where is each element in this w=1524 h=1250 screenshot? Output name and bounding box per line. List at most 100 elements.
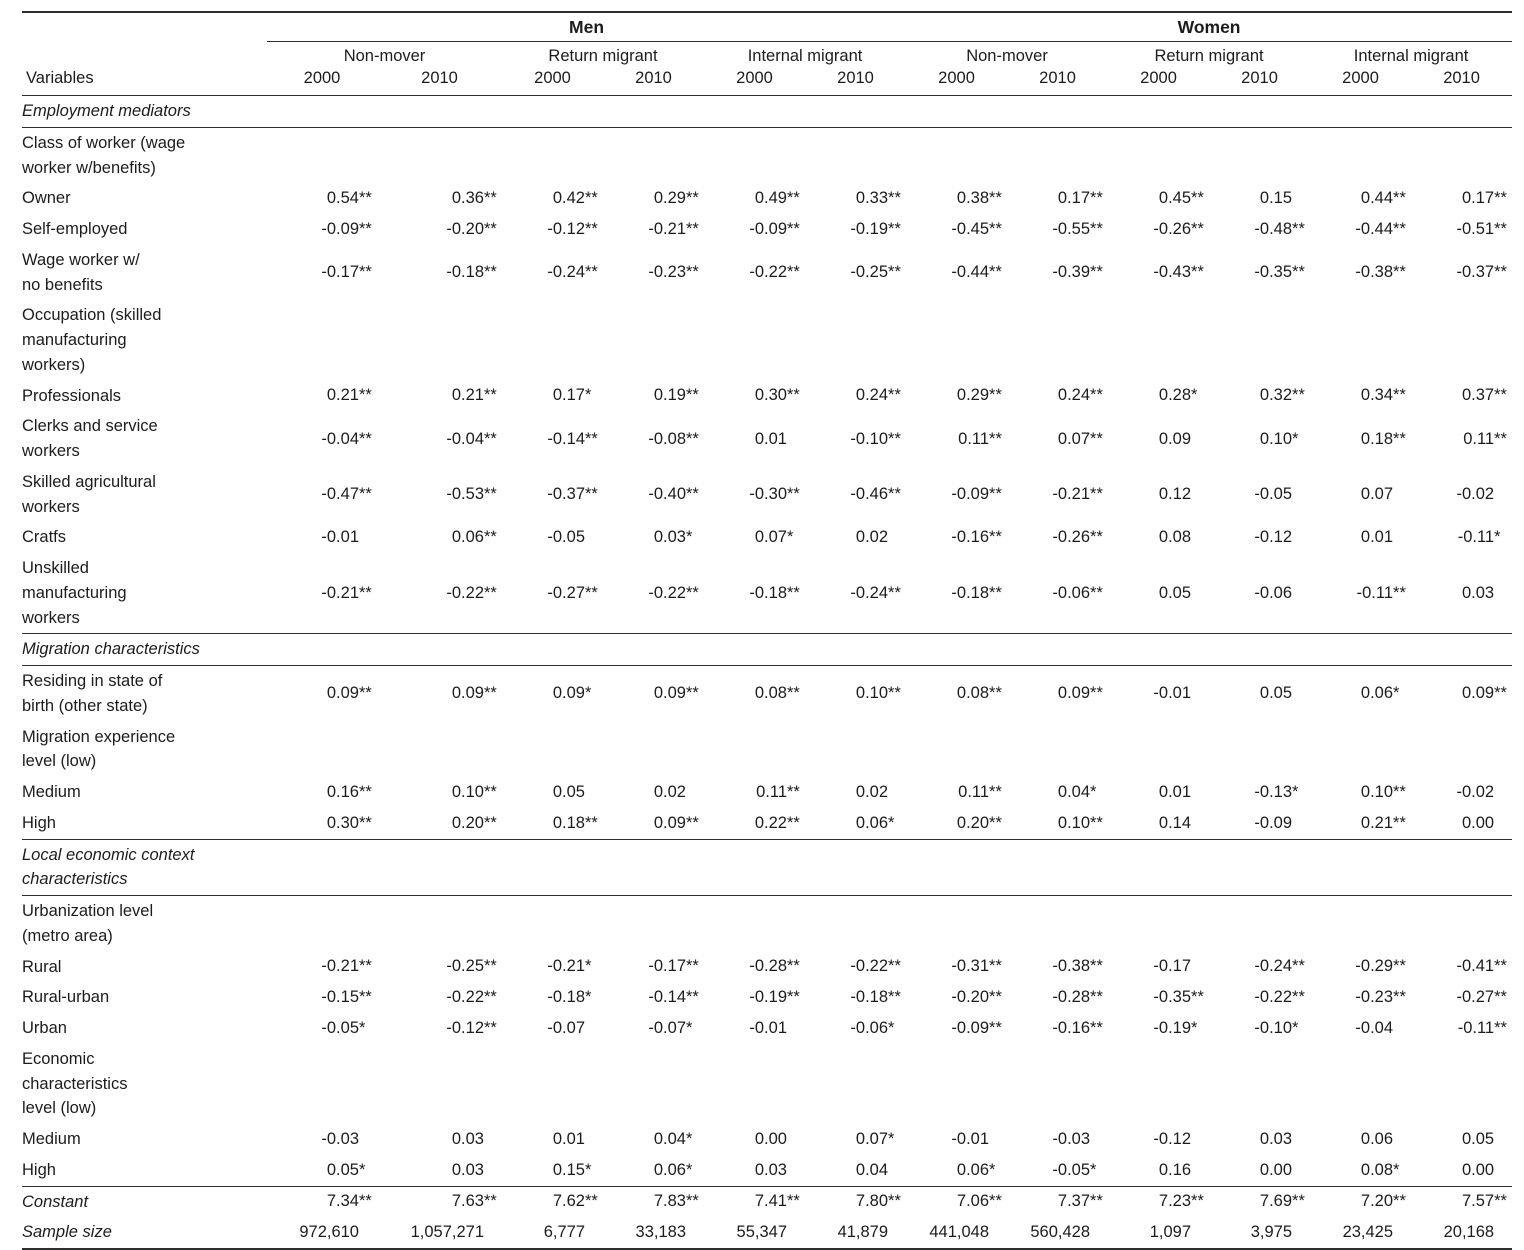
value-cell: -0.21** [267,952,377,983]
value-cell: -0.07* [603,1013,704,1044]
value-number: 3,975 [1250,1223,1293,1242]
value-cell: 0.06** [377,522,502,553]
value-cell: 0.09** [603,808,704,839]
value-number: -0.22 [648,583,686,602]
variable-row: Residing in state of birth (other state)… [22,666,1512,722]
value-number: 0.09 [1461,684,1495,703]
value-cell: -0.12 [1108,1124,1209,1155]
value-number: -0.47 [321,485,359,503]
significance-stars: ** [787,684,800,703]
value-cell: 0.03 [1209,1124,1310,1155]
value-number: 0.00 [1461,1160,1495,1179]
value-number: 0.36 [451,189,484,208]
value-number: -0.19 [850,219,889,238]
value-number: -0.21 [648,219,686,238]
significance-stars: ** [888,583,901,602]
value-number: -0.01 [951,1129,990,1148]
value-number: 7.37 [1057,1192,1091,1211]
value-cell: -0.24** [1209,952,1310,983]
significance-stars: ** [1292,263,1305,281]
significance-stars: ** [888,189,901,208]
value-cell: 0.10** [805,666,906,722]
value-number: -0.28 [1052,988,1091,1007]
value-number: -0.45 [951,219,990,238]
value-number: 0.01 [1360,528,1394,547]
value-number: 0.01 [754,429,787,448]
value-cell: -0.51** [1411,214,1512,245]
significance-stars: ** [1191,263,1204,281]
value-cell: 0.17* [502,381,603,412]
row-label: Employment mediators [22,95,267,128]
value-number: 0.45 [1158,189,1192,208]
value-cell: 0.09** [377,666,502,722]
value-number: -0.01 [749,1018,787,1037]
significance-stars: ** [585,263,598,281]
value-number: -0.55 [1052,219,1091,238]
value-cell: 0.10** [1310,777,1411,808]
significance-stars: ** [989,782,1002,801]
value-cell: 7.20** [1310,1185,1412,1218]
value-cell: -0.16** [1007,1013,1108,1044]
significance-stars: ** [484,485,497,503]
value-number: 7.62 [552,1192,585,1211]
value-cell: 0.06 [1310,1124,1411,1155]
value-number: -0.24 [547,263,585,281]
value-number: 7.06 [956,1192,990,1211]
value-cell: 0.02 [603,777,704,808]
value-cell: -0.05 [1209,467,1310,523]
value-cell: 0.06* [1310,666,1411,722]
value-number: 7.83 [653,1192,686,1211]
value-number: -0.51 [1456,219,1495,238]
value-number: 0.11 [958,782,990,801]
year-header: 2000 [1140,69,1177,87]
value-cell: -0.08** [603,411,704,467]
significance-stars: ** [989,219,1002,238]
year-header: 2010 [1039,69,1076,87]
value-number: -0.09 [749,219,787,238]
significance-stars: * [1494,528,1501,547]
value-cell: -0.24** [502,245,603,301]
year-header: 2010 [635,69,672,87]
row-label: Rural-urban [22,988,110,1007]
significance-stars: * [1292,782,1299,801]
significance-stars: ** [787,988,800,1007]
value-number: 0.29 [956,386,990,405]
value-cell: 0.09** [1007,666,1108,722]
value-cell: -0.19** [704,982,805,1013]
variable-row: Cratfs -0.01 0.06** -0.05 0.03* 0.07* 0.02 -0.1… [22,522,1512,553]
value-number: 0.21 [451,386,484,405]
significance-stars: ** [359,429,372,448]
year-header: 2000 [938,69,975,87]
value-number: -0.43 [1153,263,1192,281]
empty-cells [267,896,1512,952]
significance-stars: ** [989,528,1002,547]
value-cell: 0.29** [603,183,704,214]
year-header: 2010 [1443,69,1480,87]
significance-stars: ** [1191,219,1204,238]
significance-stars: ** [1292,988,1305,1007]
section-row: Local economic context characteristics [22,838,1513,896]
significance-stars: ** [1292,219,1305,238]
value-number: -0.04 [1355,1018,1394,1037]
significance-stars: * [585,957,592,976]
row-label: Rural [22,957,62,976]
value-number: 0.24 [855,386,889,405]
value-cell: 0.21** [377,381,502,412]
value-number: -0.05 [547,528,585,547]
value-number: 0.00 [754,1129,787,1148]
significance-stars: * [686,528,693,547]
value-number: -0.35 [1153,988,1192,1007]
value-cell: -0.01 [267,522,377,553]
significance-stars: ** [787,485,800,503]
value-cell: 41,879 [805,1217,907,1250]
value-number: 0.05 [1461,1129,1495,1148]
value-number: -0.19 [1153,1018,1192,1037]
value-cell: -0.04** [267,411,377,467]
value-cell: 0.03 [377,1155,502,1186]
significance-stars: * [1393,684,1400,703]
significance-stars: ** [686,386,699,405]
significance-stars: ** [1393,583,1406,602]
value-cell: 0.20** [906,808,1007,839]
significance-stars: ** [686,988,699,1007]
row-label: Occupation (skilled manufacturing worker… [22,306,162,374]
